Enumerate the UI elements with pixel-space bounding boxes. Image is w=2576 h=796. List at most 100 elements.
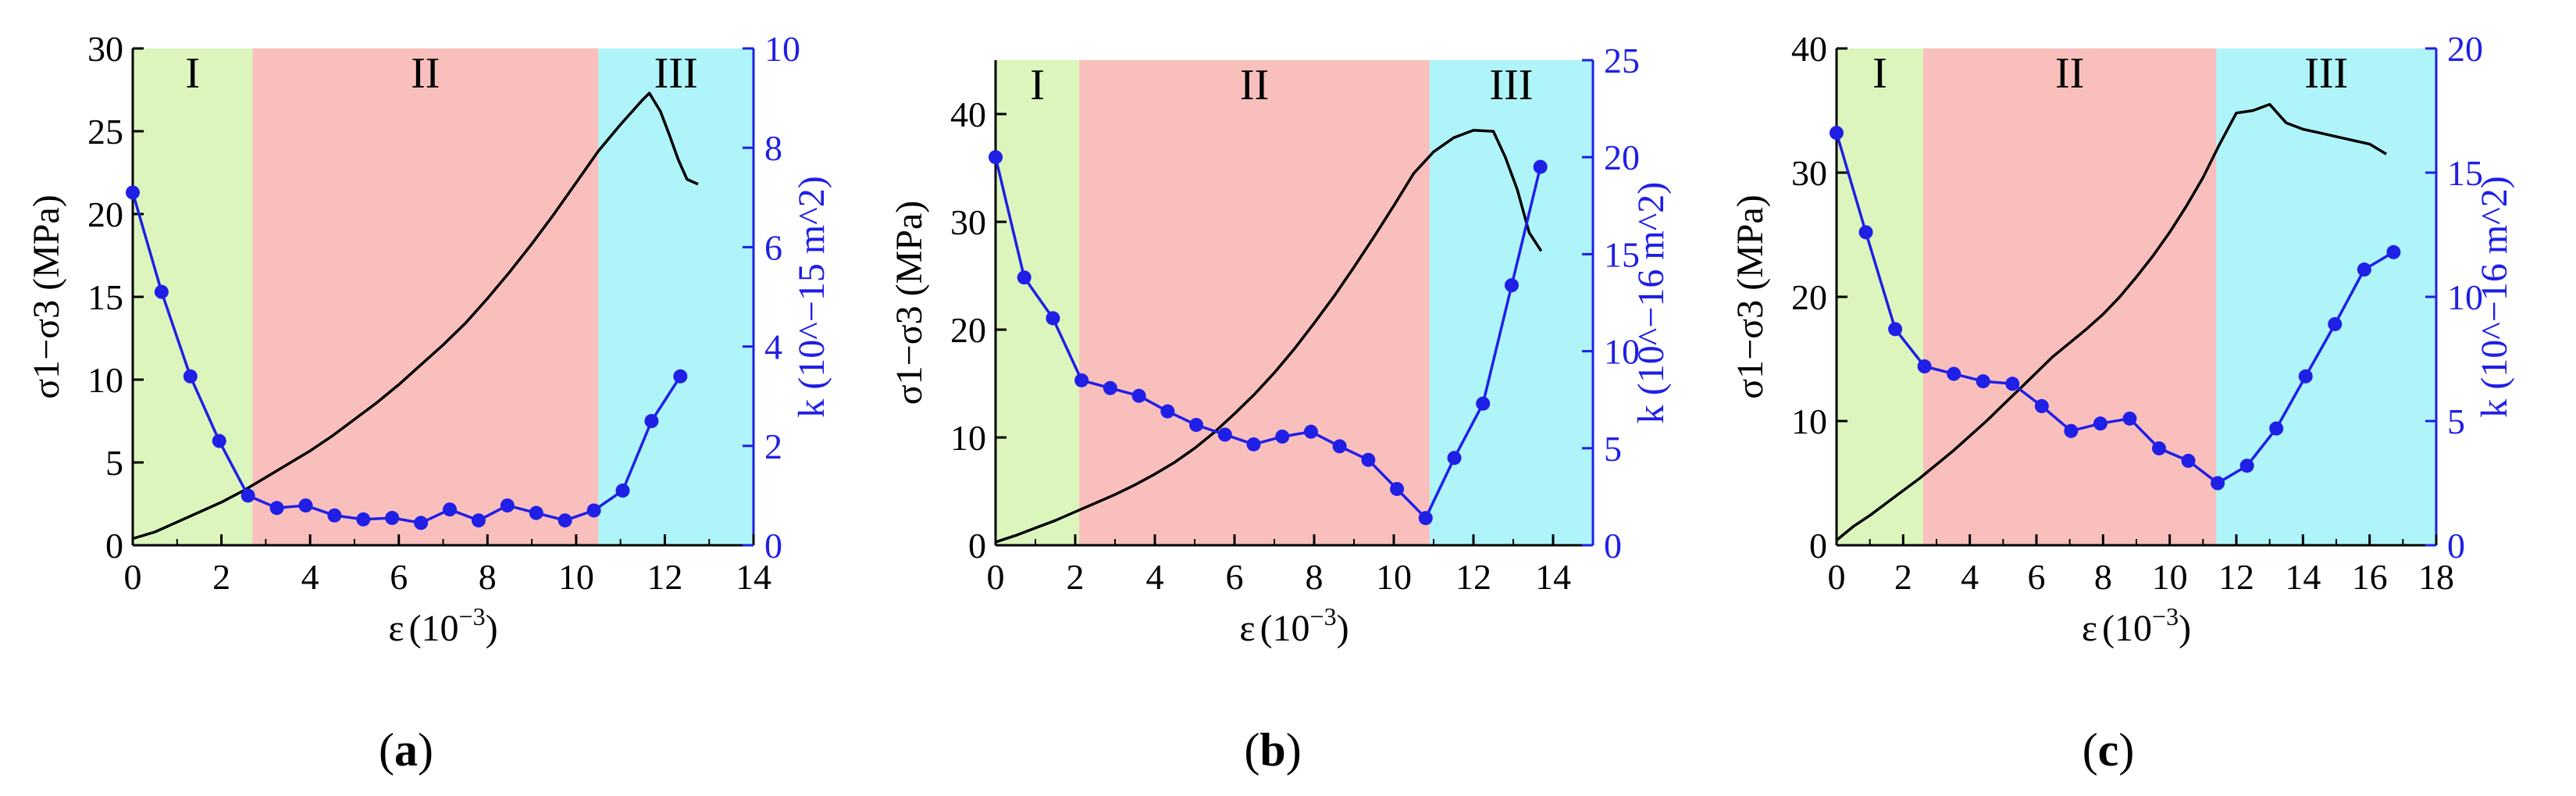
panel-label: (b) (1244, 724, 1301, 776)
y-right-tick-label: 4 (764, 327, 782, 367)
y-left-tick-label: 10 (1791, 402, 1827, 441)
y-right-tick-label: 2 (764, 427, 782, 466)
permeability-point (1246, 437, 1261, 452)
y-left-tick-label: 30 (87, 29, 123, 69)
y-left-axis-label: σ1−σ3 (MPa) (1730, 195, 1771, 398)
stage-label: I (1030, 61, 1045, 109)
x-tick-label: 4 (1146, 557, 1164, 597)
y-left-axis-label: σ1−σ3 (MPa) (26, 195, 67, 398)
x-tick-label: 12 (1455, 557, 1491, 597)
stage-band-II (1079, 60, 1430, 545)
permeability-point (529, 505, 543, 520)
permeability-point (1189, 417, 1204, 432)
permeability-point (1103, 380, 1117, 395)
y-right-tick-label: 20 (2447, 29, 2483, 69)
x-tick-label: 2 (1894, 557, 1912, 597)
permeability-point (2357, 262, 2371, 277)
permeability-point (240, 488, 255, 503)
y-left-tick-label: 40 (950, 95, 986, 134)
x-tick-label: 14 (1535, 557, 1571, 597)
panel-label: (a) (379, 724, 433, 776)
permeability-point (356, 512, 371, 527)
permeability-point (1504, 278, 1519, 293)
permeability-point (615, 484, 630, 498)
permeability-point (212, 434, 226, 448)
y-left-tick-label: 0 (1809, 526, 1827, 566)
y-left-tick-label: 5 (105, 443, 123, 483)
stage-label: III (1489, 61, 1533, 109)
y-right-tick-label: 10 (764, 29, 800, 69)
permeability-point (1447, 451, 1462, 466)
permeability-point (327, 508, 342, 523)
y-right-tick-label: 0 (764, 526, 782, 566)
y-right-axis-label: k (10^−16 m^2) (2474, 176, 2515, 417)
series-line-stress (132, 91, 699, 541)
y-left-tick-label: 10 (950, 418, 986, 458)
stage-label: II (2055, 49, 2084, 98)
permeability-point (2122, 411, 2137, 426)
permeability-point (471, 513, 486, 528)
stage-band-II (252, 48, 599, 545)
y-left-tick-label: 20 (950, 310, 986, 350)
stage-band-I (996, 60, 1080, 545)
permeability-point (2386, 245, 2401, 259)
permeability-point (1533, 159, 1548, 174)
x-axis-label: ε (10−3) (388, 602, 497, 649)
series-line-stress (1835, 102, 2387, 541)
permeability-point (1046, 311, 1060, 326)
y-right-tick-label: 5 (1604, 429, 1622, 469)
permeability-point (1160, 404, 1175, 419)
permeability-point (2298, 369, 2313, 384)
x-tick-label: 2 (212, 557, 230, 597)
permeability-point (2181, 453, 2196, 468)
y-left-tick-label: 20 (87, 195, 123, 234)
permeability-point (154, 284, 169, 299)
x-axis-label: ε (10−3) (1239, 602, 1349, 649)
x-tick-label: 8 (2094, 557, 2112, 597)
y-right-tick-label: 0 (2447, 526, 2465, 566)
permeability-point (1332, 439, 1347, 454)
y-left-tick-label: 30 (1791, 153, 1827, 193)
permeability-point (1947, 366, 1961, 381)
permeability-point (1888, 322, 1903, 337)
permeability-point (1917, 359, 1932, 374)
x-tick-label: 10 (2152, 557, 2188, 597)
stage-band-I (133, 48, 253, 545)
stage-label: III (654, 49, 698, 98)
stage-band-I (1837, 48, 1923, 545)
y-right-tick-label: 15 (1604, 234, 1640, 274)
x-tick-label: 6 (390, 557, 408, 597)
x-tick-label: 12 (647, 557, 682, 597)
stage-band-III (1429, 60, 1593, 545)
permeability-point (1275, 429, 1290, 444)
y-left-tick-label: 10 (87, 360, 123, 400)
y-left-tick-label: 0 (968, 526, 986, 566)
x-tick-label: 4 (1961, 557, 1979, 597)
x-tick-label: 16 (2352, 557, 2388, 597)
permeability-point (2093, 416, 2107, 431)
x-tick-label: 0 (1828, 557, 1846, 597)
y-left-tick-label: 25 (87, 112, 123, 152)
x-axis-label: ε (10−3) (2082, 602, 2191, 649)
stage-band-II (1922, 48, 2217, 545)
permeability-point (443, 502, 458, 517)
stage-label: II (1240, 61, 1269, 109)
permeability-point (644, 414, 659, 428)
permeability-point (1976, 374, 1990, 389)
permeability-point (414, 516, 429, 530)
permeability-point (1074, 373, 1089, 387)
y-right-axis-label: k (10^−15 m^2) (791, 176, 832, 417)
y-left-tick-label: 0 (105, 526, 123, 566)
permeability-point (1131, 388, 1146, 403)
permeability-point (1476, 396, 1491, 411)
permeability-point (1418, 511, 1433, 526)
y-right-tick-label: 15 (2447, 153, 2483, 193)
x-tick-label: 0 (987, 557, 1005, 597)
permeability-point (558, 513, 572, 528)
permeability-point (2005, 377, 2020, 391)
x-tick-label: 10 (1376, 557, 1412, 597)
permeability-point (1858, 225, 1873, 240)
